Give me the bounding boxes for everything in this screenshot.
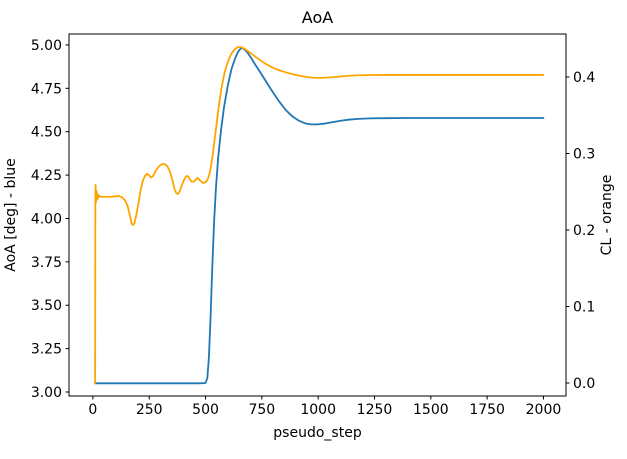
y-right-tick-label: 0.4 [573,70,595,86]
chart-generated-content: 0 250 500 750 1000 1250 1500 1750 2000 3.00 3.25 3.… [31,38,596,418]
y-right-tick-label: 0.3 [573,146,595,162]
x-tick-label: 250 [136,402,163,418]
x-tick-label: 2000 [526,402,562,418]
x-tick-label: 1000 [300,402,336,418]
axes-spines [68,33,567,397]
x-axis-label: pseudo_step [273,425,362,441]
y-left-tick-label: 3.00 [31,385,62,401]
y-right-tick-label: 0.2 [573,223,595,239]
cl-series-line [94,46,545,384]
aoa-series-line [94,47,545,385]
y-left-tick-label: 3.75 [31,255,62,271]
x-tick-label: 500 [192,402,219,418]
x-tick-label: 0 [88,402,97,418]
chart-title: AoA [302,8,333,27]
x-tick-label: 1500 [413,402,449,418]
y-left-tick-label: 4.00 [31,211,62,227]
y-right-tick-label: 0.0 [573,376,595,392]
y-axis-right-label: CL - orange [599,175,615,256]
y-left-tick-label: 5.00 [31,38,62,54]
x-tick-label: 1250 [357,402,393,418]
x-tick-label: 1750 [469,402,505,418]
y-right-tick-label: 0.1 [573,299,595,315]
y-left-tick-label: 3.50 [31,298,62,314]
y-left-tick-label: 4.75 [31,81,62,97]
y-left-tick-label: 3.25 [31,342,62,358]
y-left-tick-label: 4.50 [31,125,62,141]
y-left-tick-label: 4.25 [31,168,62,184]
x-tick-label: 750 [248,402,275,418]
y-axis-left-label: AoA [deg] - blue [3,158,19,271]
